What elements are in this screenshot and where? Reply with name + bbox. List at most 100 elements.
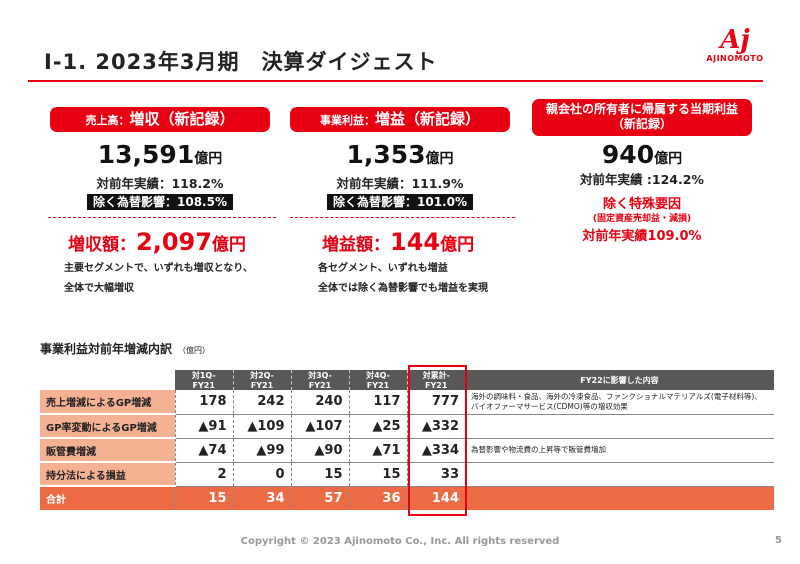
row-label: 販管費増減 (40, 438, 175, 463)
sales-increase-value: 2,097 (136, 228, 212, 256)
op-increase-label: 増益額： (322, 235, 390, 255)
sales-label: 売上高：増収（新記録） (50, 107, 270, 132)
op-profit-value: 1,353億円 (290, 140, 510, 169)
table-title-text: 事業利益対前年増減内訳 (40, 342, 173, 356)
note-line: 各セグメント、いずれも増益 (318, 263, 448, 274)
net-label-line2: （新記録） (611, 117, 672, 131)
cell-value: ▲25 (348, 414, 407, 439)
col-header: 対累計-FY21 (406, 370, 465, 390)
divider (290, 217, 515, 218)
op-unit: 億円 (425, 151, 454, 167)
note-line: 全体で大幅増収 (64, 283, 134, 294)
row-label: 売上増減によるGP増減 (40, 390, 175, 415)
cell-value: ▲109 (232, 414, 291, 439)
table-title: 事業利益対前年増減内訳 （億円） (40, 340, 210, 357)
cell-value: 117 (348, 390, 407, 415)
op-profit-label: 事業利益：増益（新記録） (290, 107, 510, 132)
cell-value: ▲334 (406, 438, 465, 463)
sales-number: 13,591 (97, 140, 195, 169)
special-yoy: 対前年実績109.0% (582, 229, 702, 244)
ajinomoto-logo: Aj AJINOMOTO (700, 26, 770, 72)
row-description (465, 414, 774, 439)
op-increase-unit: 億円 (440, 235, 475, 255)
table-row: 合計 15 34 57 36 144 (40, 486, 774, 510)
net-yoy: 対前年実績 :124.2% (580, 172, 704, 187)
copyright: Copyright © 2023 Ajinomoto Co., Inc. All… (240, 536, 560, 547)
op-increase: 増益額：144億円 (322, 228, 474, 256)
cell-value: ▲90 (290, 438, 349, 463)
sales-notes: 主要セグメントで、いずれも増収となり、 全体で大幅増収 (64, 259, 253, 299)
net-number: 940 (601, 140, 655, 169)
page-title: Ⅰ-1. 2023年3月期 決算ダイジェスト (44, 50, 438, 74)
row-label: 持分法による損益 (40, 462, 175, 487)
net-unit: 億円 (654, 151, 683, 167)
title-divider (28, 80, 763, 82)
net-label-line1: 親会社の所有者に帰属する当期利益 (545, 102, 738, 116)
sales-label-main: 増収（新記録） (129, 110, 235, 128)
col-header: 対3Q-FY21 (290, 370, 349, 390)
cell-value: ▲107 (290, 414, 349, 439)
row-description: 海外の調味料・食品、海外の冷凍食品、ファンクショナルマテリアルズ(電子材料等)、… (465, 390, 774, 415)
logo-wordmark: AJINOMOTO (706, 54, 764, 63)
sales-yoy: 対前年実績：118.2% (96, 176, 224, 191)
special-factors-detail: (固定資産売却益・減損) (592, 214, 692, 224)
sales-increase-unit: 億円 (211, 235, 246, 255)
cell-value: 2 (174, 462, 233, 487)
op-profit-breakdown-table: 対1Q-FY21 対2Q-FY21 対3Q-FY21 対4Q-FY21 対累計-… (40, 370, 774, 510)
op-notes: 各セグメント、いずれも増益全体では除く為替影響でも増益を実現 (318, 259, 488, 299)
cell-value: 144 (406, 486, 465, 510)
net-profit-label: 親会社の所有者に帰属する当期利益 （新記録） (532, 99, 752, 136)
sales-unit: 億円 (194, 151, 223, 167)
row-label: GP率変動によるGP増減 (40, 414, 175, 439)
cumulative-highlight (408, 365, 467, 516)
cell-value: 777 (406, 390, 465, 415)
table-unit: （億円） (178, 346, 211, 355)
cell-value: 33 (406, 462, 465, 487)
row-description (465, 486, 774, 510)
cell-value: 57 (290, 486, 349, 510)
sales-increase: 増収額：2,097億円 (68, 228, 246, 256)
col-header: 対2Q-FY21 (232, 370, 291, 390)
cell-value: 36 (348, 486, 407, 510)
op-increase-value: 144 (390, 228, 441, 256)
table-row: GP率変動によるGP増減 ▲91 ▲109 ▲107 ▲25 ▲332 (40, 414, 774, 439)
col-header: 対4Q-FY21 (348, 370, 407, 390)
table-row: 販管費増減 ▲74 ▲99 ▲90 ▲71 ▲334 為替影響や物流費の上昇等で販管費増加 (40, 438, 774, 463)
cell-value: 15 (290, 462, 349, 487)
cell-value: 0 (232, 462, 291, 487)
note-line: 主要セグメントで、いずれも増収となり、 (64, 263, 253, 274)
cell-value: ▲332 (406, 414, 465, 439)
op-label-prefix: 事業利益： (319, 114, 375, 127)
col-header: 対1Q-FY21 (175, 370, 233, 390)
sales-increase-label: 増収額： (68, 235, 136, 255)
table-header-row: 対1Q-FY21 対2Q-FY21 対3Q-FY21 対4Q-FY21 対累計-… (40, 370, 774, 390)
cell-value: 15 (174, 486, 233, 510)
cell-value: 15 (348, 462, 407, 487)
row-description (465, 462, 774, 487)
note-line: 全体では除く為替影響でも増益を実現 (318, 283, 488, 294)
op-fx-excluded: 除く為替影響：101.0% (327, 194, 473, 210)
cell-value: 242 (232, 390, 291, 415)
table-row: 持分法による損益 2 0 15 15 33 (40, 462, 774, 487)
cell-value: 240 (290, 390, 349, 415)
page-number: 5 (775, 535, 782, 546)
row-label: 合計 (40, 486, 175, 510)
header-blank (40, 370, 175, 390)
sales-value: 13,591億円 (50, 140, 270, 169)
net-profit-value: 940億円 (532, 140, 752, 169)
logo-mark: Aj (720, 25, 750, 55)
cell-value: ▲74 (174, 438, 233, 463)
row-description: 為替影響や物流費の上昇等で販管費増加 (465, 438, 774, 463)
sales-fx-excluded: 除く為替影響：108.5% (87, 194, 233, 210)
cell-value: ▲99 (232, 438, 291, 463)
sales-label-prefix: 売上高： (85, 114, 130, 127)
cell-value: 178 (174, 390, 233, 415)
cell-value: ▲71 (348, 438, 407, 463)
op-yoy: 対前年実績：111.9% (336, 176, 464, 191)
col-header: FY22に影響した内容 (465, 370, 774, 390)
op-label-main: 増益（新記録） (374, 110, 480, 128)
cell-value: ▲91 (174, 414, 233, 439)
cell-value: 34 (232, 486, 291, 510)
special-factors: 除く特殊要因 (602, 197, 681, 212)
divider (48, 217, 276, 218)
